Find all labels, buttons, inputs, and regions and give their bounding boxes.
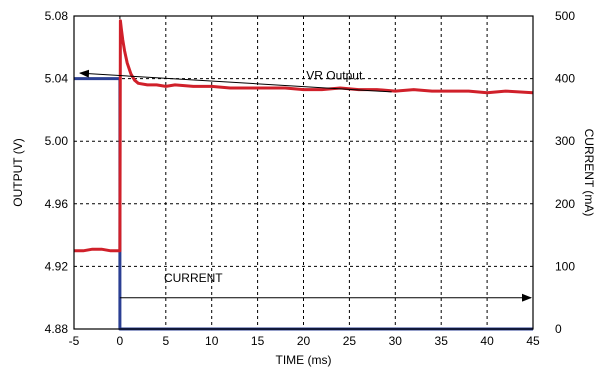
y-right-tick-label: 300: [555, 134, 575, 148]
y-right-tick-label: 400: [555, 72, 575, 86]
x-tick-label: 5: [162, 334, 169, 348]
y-left-tick-label: 4.92: [45, 259, 69, 273]
x-tick-label: 0: [117, 334, 124, 348]
y-right-tick-label: 200: [555, 197, 575, 211]
x-tick-label: 25: [343, 334, 357, 348]
x-tick-label: -5: [69, 334, 80, 348]
y-left-tick-label: 4.88: [45, 322, 69, 336]
x-tick-label: 40: [480, 334, 494, 348]
current-annotation: CURRENT: [164, 271, 223, 285]
y-left-tick-label: 5.00: [45, 134, 69, 148]
y-right-tick-label: 0: [555, 322, 562, 336]
x-axis-title: TIME (ms): [276, 353, 332, 367]
tick-labels: -5 0 5 10 15 20 25 30 35 40 45 4.88 4.92 4.96 5.00 5.04…: [45, 9, 576, 348]
x-tick-label: 10: [205, 334, 219, 348]
y-left-tick-label: 5.04: [45, 72, 69, 86]
grid: [74, 16, 533, 329]
plot-frame: [73, 15, 534, 330]
y-left-tick-label: 4.96: [45, 197, 69, 211]
vr-output-annotation: VR Output: [306, 68, 363, 82]
x-tick-label: 15: [251, 334, 265, 348]
y-left-axis-title: OUTPUT (V): [11, 138, 25, 206]
x-tick-label: 45: [526, 334, 540, 348]
y-right-axis-title: CURRENT (mA): [582, 129, 596, 217]
x-tick-label: 20: [297, 334, 311, 348]
x-tick-label: 30: [389, 334, 403, 348]
y-right-tick-label: 500: [555, 9, 575, 23]
y-right-tick-label: 100: [555, 259, 575, 273]
annotations: VR Output CURRENT: [79, 68, 532, 302]
vr-output-arrow: [79, 69, 392, 93]
x-tick-label: 35: [435, 334, 449, 348]
vr-output-series-line: [74, 19, 534, 253]
y-left-tick-label: 5.08: [45, 9, 69, 23]
